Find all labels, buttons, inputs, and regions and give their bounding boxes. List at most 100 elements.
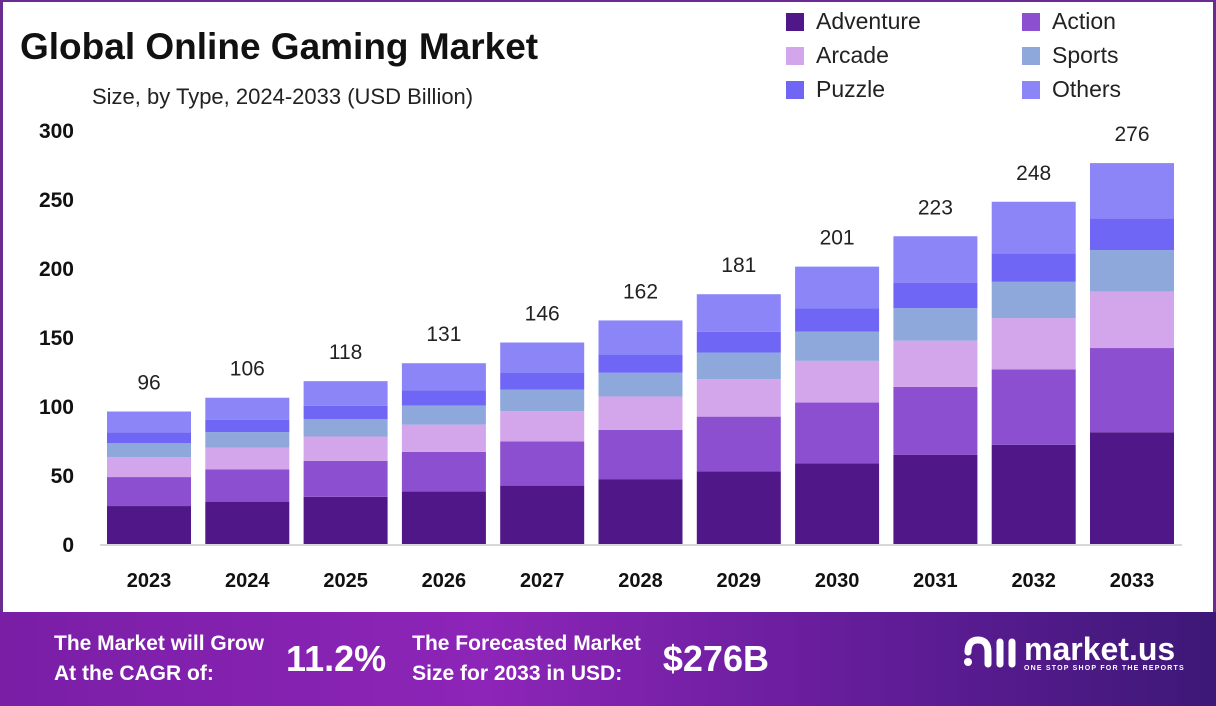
y-tick-label: 0 (62, 534, 74, 557)
bar-segment-puzzle-2031 (893, 282, 978, 309)
total-label: 131 (426, 323, 461, 346)
market-size-value: $276B (662, 638, 769, 679)
total-label: 248 (1016, 162, 1051, 185)
x-tick-label: 2029 (717, 570, 762, 592)
bar-segment-others-2032 (991, 201, 1076, 254)
x-tick-label: 2026 (422, 570, 467, 592)
x-tick-label: 2024 (225, 570, 270, 592)
market-size-label: The Forecasted Market Size for 2033 in U… (412, 629, 641, 689)
bar-segment-action-2030 (795, 402, 880, 464)
bar-segment-sports-2023 (107, 443, 191, 458)
cagr-value: 11.2% (286, 638, 387, 679)
bar-segment-adventure-2032 (991, 444, 1076, 544)
legend-item-sports: Sports (1022, 42, 1118, 69)
cagr-label-line2: At the CAGR of: (54, 662, 214, 685)
bar-segment-puzzle-2023 (107, 432, 191, 444)
bar-segment-others-2033 (1090, 163, 1174, 219)
bar-segment-adventure-2026 (401, 491, 486, 544)
bar-segment-sports-2029 (696, 352, 781, 380)
bar-segment-arcade-2028 (598, 396, 683, 431)
bar-segment-arcade-2026 (401, 424, 486, 452)
bar-segment-puzzle-2025 (303, 405, 388, 420)
bar-segment-action-2027 (500, 441, 585, 486)
bar-segment-adventure-2027 (500, 485, 585, 544)
banner-stats: The Market will Grow At the CAGR of: 11.… (54, 612, 795, 706)
bar-segment-puzzle-2030 (795, 308, 880, 332)
total-label: 106 (230, 358, 265, 381)
bar-segment-sports-2033 (1090, 250, 1174, 292)
bar-segment-puzzle-2028 (598, 354, 683, 373)
bar-segment-others-2026 (401, 363, 486, 391)
bar-segment-action-2024 (205, 469, 290, 502)
x-tick-label: 2023 (127, 570, 172, 592)
bar-segment-others-2024 (205, 397, 290, 420)
total-label: 96 (137, 372, 160, 395)
bar-segment-adventure-2033 (1090, 432, 1174, 544)
legend-item-puzzle: Puzzle (786, 76, 885, 103)
legend-label: Adventure (816, 8, 921, 34)
legend-item-action: Action (1022, 8, 1116, 35)
bar-segment-action-2032 (991, 369, 1076, 445)
chart-title: Global Online Gaming Market (20, 26, 539, 67)
bar-segment-adventure-2031 (893, 454, 978, 544)
bar-segment-puzzle-2032 (991, 253, 1076, 282)
legend-swatch (786, 12, 804, 31)
x-tick-label: 2027 (520, 570, 565, 592)
total-label: 162 (623, 280, 658, 303)
legend-label: Action (1052, 8, 1116, 34)
bar-segment-adventure-2025 (303, 496, 388, 544)
bar-segment-adventure-2028 (598, 479, 683, 544)
bar-segment-arcade-2024 (205, 447, 290, 470)
size-label-line2: Size for 2033 in USD: (412, 662, 623, 685)
chart-frame (0, 0, 1216, 612)
bar-segment-others-2030 (795, 266, 880, 309)
legend-label: Puzzle (816, 76, 886, 102)
bar-segment-sports-2031 (893, 308, 978, 341)
y-tick-label: 100 (39, 396, 74, 419)
y-tick-label: 300 (39, 120, 74, 143)
x-tick-label: 2025 (323, 570, 368, 592)
bar-segment-puzzle-2027 (500, 373, 585, 390)
legend-swatch (1022, 80, 1040, 99)
legend-swatch (1022, 46, 1040, 65)
logo-text: market.us (1024, 630, 1176, 667)
bar-segment-action-2031 (893, 386, 978, 455)
bar-segment-others-2025 (303, 381, 388, 406)
legend-swatch (786, 80, 804, 99)
y-tick-label: 250 (39, 189, 74, 212)
legend-label: Sports (1052, 42, 1119, 68)
total-label: 118 (329, 341, 362, 364)
bar-segment-puzzle-2024 (205, 419, 290, 433)
bar-segment-sports-2027 (500, 389, 585, 412)
bar-segment-adventure-2030 (795, 463, 880, 544)
bar-segment-action-2029 (696, 416, 781, 472)
bar-segment-arcade-2033 (1090, 291, 1174, 349)
bar-segment-others-2023 (107, 411, 191, 433)
x-tick-label: 2028 (618, 570, 663, 592)
y-tick-label: 200 (39, 258, 74, 281)
logo-mark-icon (964, 636, 1016, 668)
bar-segment-arcade-2031 (893, 340, 978, 387)
bar-segment-arcade-2027 (500, 411, 585, 442)
bar-segment-others-2029 (696, 294, 781, 332)
bar-segment-arcade-2023 (107, 457, 191, 478)
bar-segment-adventure-2023 (107, 506, 191, 544)
bar-segment-action-2033 (1090, 348, 1174, 433)
bar-segment-puzzle-2029 (696, 331, 781, 353)
bar-segment-arcade-2025 (303, 436, 388, 461)
legend-item-others: Others (1022, 76, 1121, 103)
logo-tagline: ONE STOP SHOP FOR THE REPORTS (1024, 664, 1185, 672)
y-tick-label: 150 (39, 327, 74, 350)
bar-segment-others-2028 (598, 320, 683, 355)
size-label-line1: The Forecasted Market (412, 632, 641, 655)
total-label: 201 (820, 227, 855, 250)
bar-segment-action-2023 (107, 477, 191, 507)
total-label: 223 (918, 196, 953, 219)
stacked-bar-chart: 0 50 100 150 200 250 300 2023 96 2024 106 2025 118 20… (39, 120, 1182, 592)
bar-segment-action-2025 (303, 460, 388, 497)
cagr-label-line1: The Market will Grow (54, 632, 265, 655)
total-label: 146 (525, 303, 560, 326)
bar-segment-arcade-2032 (991, 318, 1076, 370)
legend-item-adventure: Adventure (786, 8, 921, 35)
total-label: 276 (1114, 123, 1149, 146)
